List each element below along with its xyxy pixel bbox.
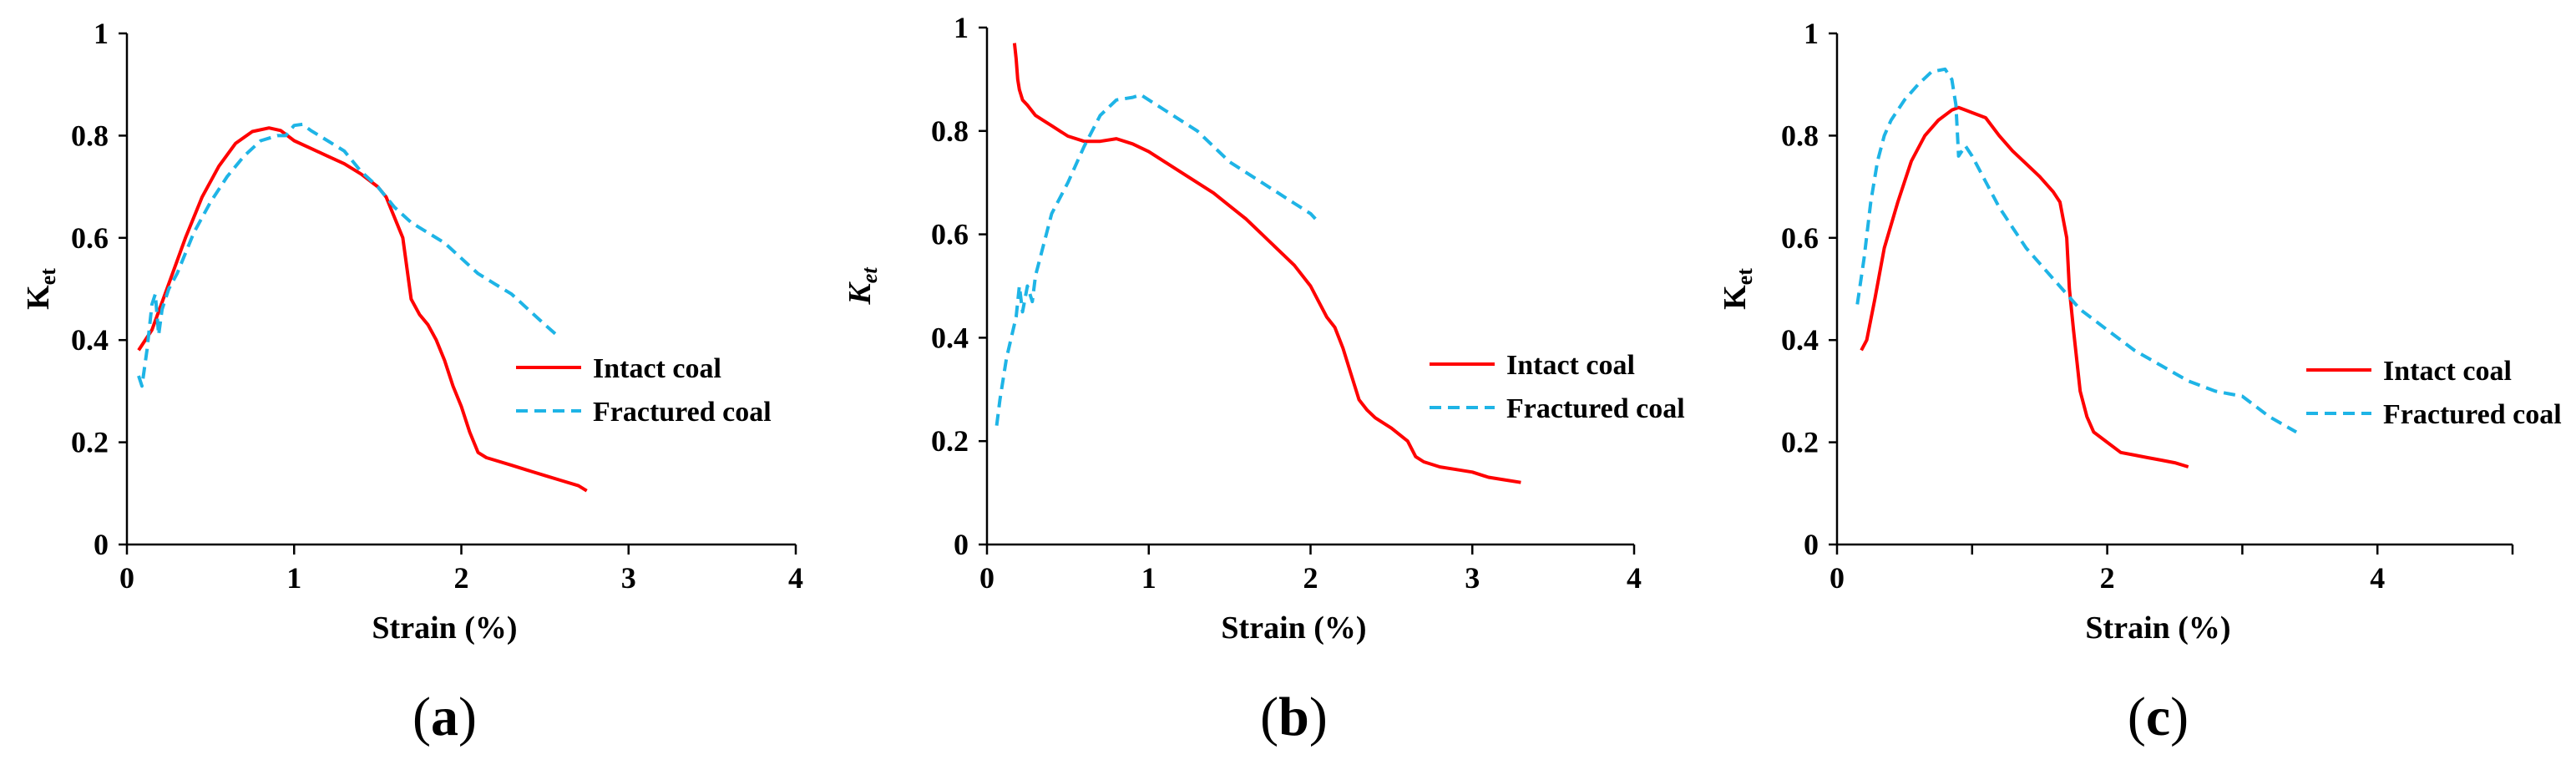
y-tick-label: 0: [1804, 528, 1819, 561]
y-tick-label: 1: [954, 11, 969, 44]
y-tick-label: 0.4: [71, 323, 109, 357]
legend-fractured-label: Fractured coal: [2383, 399, 2562, 430]
legend-fractured-label: Fractured coal: [1506, 393, 1685, 424]
panel-label-letter: b: [1278, 686, 1309, 747]
y-tick-label: 0: [954, 528, 969, 561]
legend-intact-label: Intact coal: [593, 353, 721, 384]
y-axis-title-main: K: [21, 285, 56, 310]
series-intact-coal-line: [1860, 105, 2189, 469]
legend-intact-label: Intact coal: [2383, 356, 2512, 387]
x-axis-title: Strain (%): [2085, 610, 2230, 646]
x-tick-label: 0: [979, 561, 994, 595]
y-axis-title: Ket: [21, 268, 60, 310]
y-tick-label: 0.8: [931, 114, 969, 148]
x-axis-title: Strain (%): [372, 610, 517, 646]
panel-c: 0 0.2 0.4 0.6 0.8 1 0 2 4 Strain (%) Ket Intact coa…: [1718, 17, 2562, 747]
series-fractured-coal-line: [137, 122, 558, 388]
panel-label-letter: c: [2146, 686, 2170, 747]
panel-b: 0 0.2 0.4 0.6 0.8 1 0 1 2 3 4 Strain (%) Ket Intact c…: [843, 11, 1685, 747]
y-tick-label: 0: [94, 528, 109, 561]
panel-a: 0 0.2 0.4 0.6 0.8 1 0 1 2 3 4 Strain (%) Ket Intact c…: [21, 17, 803, 747]
y-axis-title-main: K: [1718, 285, 1753, 310]
y-axis-title: Ket: [843, 267, 882, 306]
y-axis-title: Ket: [1718, 268, 1757, 310]
y-tick-label: 0.4: [931, 321, 969, 354]
panel-label: (a): [412, 686, 477, 747]
legend-intact-label: Intact coal: [1506, 350, 1635, 381]
series-fractured-coal-line: [1855, 67, 2298, 434]
x-tick-label: 1: [286, 561, 301, 595]
x-tick-label: 0: [119, 561, 134, 595]
y-tick-label: 0.8: [1781, 119, 1819, 152]
x-tick-label: 3: [1465, 561, 1480, 595]
panel-label: (c): [2128, 686, 2189, 747]
y-tick-label: 0.2: [1781, 426, 1819, 459]
x-tick-label: 3: [621, 561, 636, 595]
x-tick-label: 2: [454, 561, 469, 595]
y-axis-title-sub: et: [1733, 268, 1757, 286]
y-axis-title-main: K: [843, 281, 878, 306]
legend-fractured-label: Fractured coal: [593, 397, 772, 428]
y-axis-title-sub: et: [858, 267, 882, 284]
x-axis-title: Strain (%): [1221, 610, 1366, 646]
y-tick-label: 0.2: [71, 426, 109, 459]
y-tick-label: 1: [1804, 17, 1819, 50]
x-tick-label: 4: [788, 561, 803, 595]
x-tick-label: 4: [1627, 561, 1642, 595]
y-tick-label: 1: [94, 17, 109, 50]
x-tick-label: 0: [1830, 561, 1845, 595]
series-intact-coal-line: [1012, 43, 1521, 484]
y-tick-label: 0.6: [931, 218, 969, 251]
x-tick-label: 1: [1141, 561, 1156, 595]
y-tick-label: 0.8: [71, 119, 109, 152]
y-tick-label: 0.6: [71, 221, 109, 255]
y-tick-label: 0.6: [1781, 221, 1819, 255]
panel-label: (b): [1260, 686, 1328, 747]
y-tick-label: 0.2: [931, 424, 969, 458]
y-tick-label: 0.4: [1781, 323, 1819, 357]
x-tick-label: 4: [2370, 561, 2385, 595]
series-fractured-coal-line: [994, 93, 1317, 426]
x-tick-label: 2: [2100, 561, 2115, 595]
x-tick-label: 2: [1303, 561, 1318, 595]
panel-label-letter: a: [431, 686, 458, 747]
y-axis-title-sub: et: [36, 268, 60, 286]
series-intact-coal-line: [137, 126, 588, 493]
